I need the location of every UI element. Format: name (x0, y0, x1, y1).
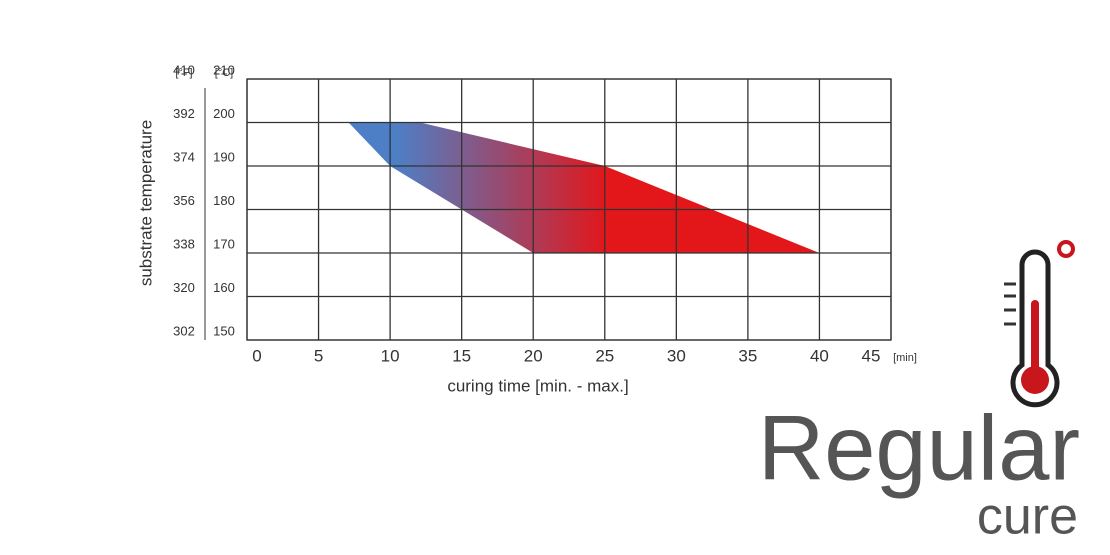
y-tick-label: 190 (213, 149, 235, 164)
y-tick-label: 210 (213, 62, 235, 77)
y-tick-label: 160 (213, 280, 235, 295)
x-tick-label: 10 (381, 346, 400, 365)
plot-frame (246, 78, 892, 341)
y2-tick-label: 320 (173, 280, 195, 295)
x-tick-label: 0 (252, 346, 261, 365)
curing-window (348, 122, 820, 253)
x-tick-label: 5 (314, 346, 323, 365)
thermometer-icon (1004, 240, 1075, 408)
y-unit: [°C] (215, 67, 233, 79)
y2-tick-label: 338 (173, 236, 195, 251)
x-tick-label: 25 (595, 346, 614, 365)
x-tick-label: 15 (452, 346, 471, 365)
y2-tick-label: 302 (173, 323, 195, 338)
y2-tick-label: 392 (173, 106, 195, 121)
y2-tick-label: 374 (173, 149, 195, 164)
x-tick-label: 45 (862, 346, 881, 365)
y-axis-label: substrate temperature (136, 120, 155, 286)
y-tick-label: 170 (213, 236, 235, 251)
y2-unit: [°F] (175, 67, 192, 79)
brand-title: Regular (758, 397, 1080, 499)
x-tick-label: 30 (667, 346, 686, 365)
brand-subtitle: cure (977, 488, 1078, 546)
x-tick-label: 40 (810, 346, 829, 365)
plot-area (246, 78, 892, 341)
x-axis-label: curing time [min. - max.] (447, 376, 628, 395)
y-tick-label: 180 (213, 193, 235, 208)
x-unit: [min] (893, 352, 917, 364)
y2-tick-label: 356 (173, 193, 195, 208)
y-tick-label: 200 (213, 106, 235, 121)
x-tick-label: 35 (738, 346, 757, 365)
x-tick-label: 20 (524, 346, 543, 365)
y-tick-label: 150 (213, 323, 235, 338)
y2-tick-label: 410 (173, 62, 195, 77)
